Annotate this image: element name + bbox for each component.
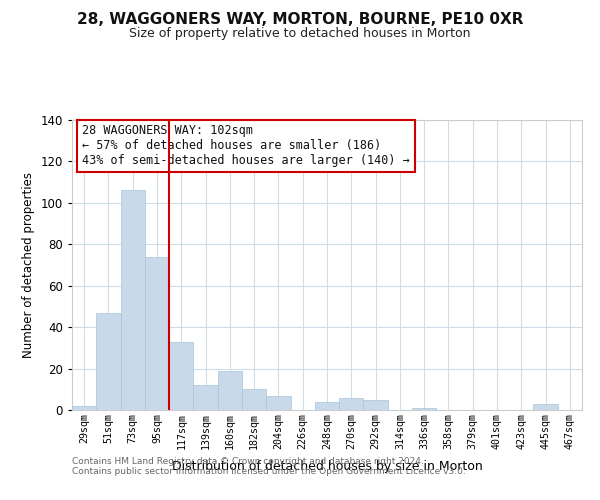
Bar [364,400,388,410]
Bar [266,396,290,410]
Bar [193,385,218,410]
Text: Contains HM Land Registry data © Crown copyright and database right 2024.: Contains HM Land Registry data © Crown c… [72,458,424,466]
Bar [533,404,558,410]
X-axis label: Distribution of detached houses by size in Morton: Distribution of detached houses by size … [172,460,482,473]
Text: 28 WAGGONERS WAY: 102sqm
← 57% of detached houses are smaller (186)
43% of semi-: 28 WAGGONERS WAY: 102sqm ← 57% of detach… [82,124,410,168]
Bar [339,398,364,410]
Bar [315,402,339,410]
Bar [96,312,121,410]
Text: Size of property relative to detached houses in Morton: Size of property relative to detached ho… [129,28,471,40]
Bar [145,256,169,410]
Y-axis label: Number of detached properties: Number of detached properties [22,172,35,358]
Bar [218,370,242,410]
Bar [412,408,436,410]
Bar [72,406,96,410]
Bar [121,190,145,410]
Text: 28, WAGGONERS WAY, MORTON, BOURNE, PE10 0XR: 28, WAGGONERS WAY, MORTON, BOURNE, PE10 … [77,12,523,28]
Bar [169,342,193,410]
Bar [242,390,266,410]
Text: Contains public sector information licensed under the Open Government Licence v3: Contains public sector information licen… [72,468,466,476]
